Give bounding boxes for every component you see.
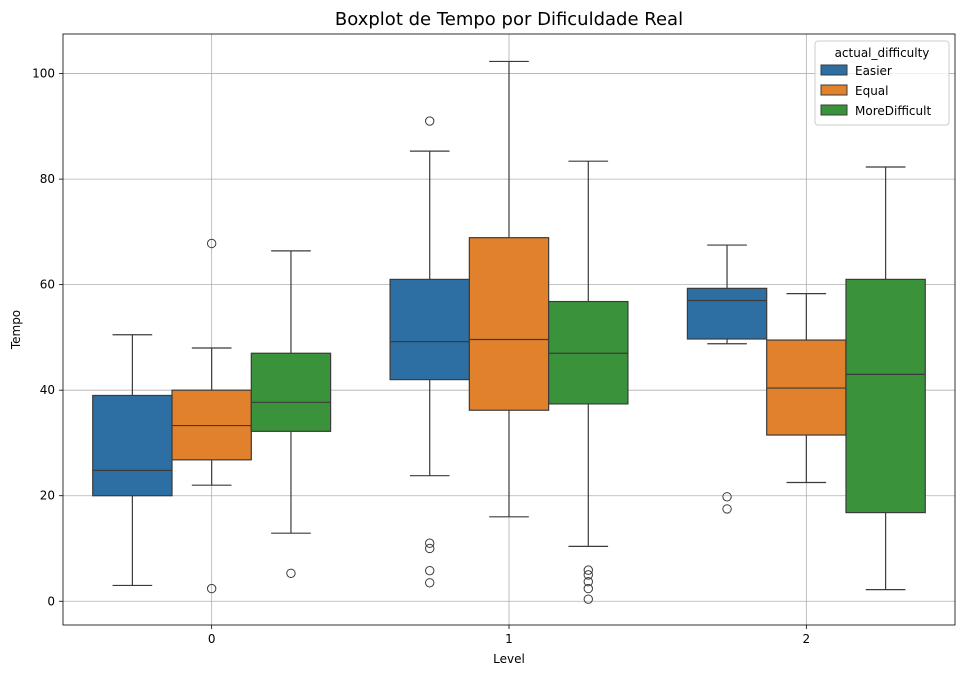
- box-moredifficult-level-0: [250, 352, 332, 432]
- legend: actual_difficulty Easier Equal MoreDifficu…: [814, 40, 950, 126]
- legend-swatch-equal: [820, 84, 848, 96]
- legend-swatch-moredifficult: [820, 104, 848, 116]
- x-axis-label: Level: [493, 652, 525, 666]
- outlier-point: [583, 583, 593, 594]
- y-axis-label: Tempo: [9, 310, 23, 350]
- legend-label-moredifficult: MoreDifficult: [855, 104, 931, 118]
- y-tick-label: 80: [40, 172, 55, 186]
- outlier-point: [425, 538, 435, 548]
- legend-label-easier: Easier: [855, 64, 892, 78]
- y-tick-label: 0: [47, 594, 55, 608]
- outlier-point: [722, 492, 732, 502]
- outlier-point: [583, 594, 593, 604]
- box-easier-level-1: [389, 278, 470, 381]
- y-tick-label: 60: [40, 278, 55, 292]
- box-equal-level-1: [468, 237, 550, 411]
- legend-swatch-easier: [820, 64, 848, 76]
- x-tick-label: 0: [208, 632, 216, 646]
- outlier-point: [722, 504, 732, 514]
- legend-label-equal: Equal: [855, 84, 889, 98]
- box-easier-level-0: [92, 394, 173, 497]
- legend-title: actual_difficulty: [835, 46, 930, 60]
- x-tick-label: 1: [505, 632, 513, 646]
- outlier-point: [583, 570, 593, 580]
- box-layer: [92, 60, 926, 604]
- outlier-point: [425, 578, 435, 588]
- outlier-point: [206, 583, 217, 594]
- legend-box: [814, 40, 950, 126]
- tick-layer: 0 20 40 60 80 100 0 1 2: [32, 67, 810, 646]
- y-tick-label: 100: [32, 67, 55, 81]
- outlier-point: [286, 568, 296, 578]
- outlier-point: [425, 543, 435, 554]
- outlier-point: [425, 565, 435, 576]
- outlier-point: [583, 577, 593, 587]
- outlier-point: [206, 238, 217, 249]
- outlier-point: [425, 116, 435, 126]
- chart-title: Boxplot de Tempo por Dificuldade Real: [335, 9, 683, 30]
- x-tick-label: 2: [803, 632, 811, 646]
- y-tick-label: 20: [40, 489, 55, 503]
- legend-items: Easier Equal MoreDifficult: [820, 64, 931, 118]
- box-easier-level-2: [686, 287, 768, 340]
- outlier-point: [583, 565, 593, 575]
- box-moredifficult-level-2: [845, 278, 926, 514]
- y-tick-label: 40: [40, 383, 55, 397]
